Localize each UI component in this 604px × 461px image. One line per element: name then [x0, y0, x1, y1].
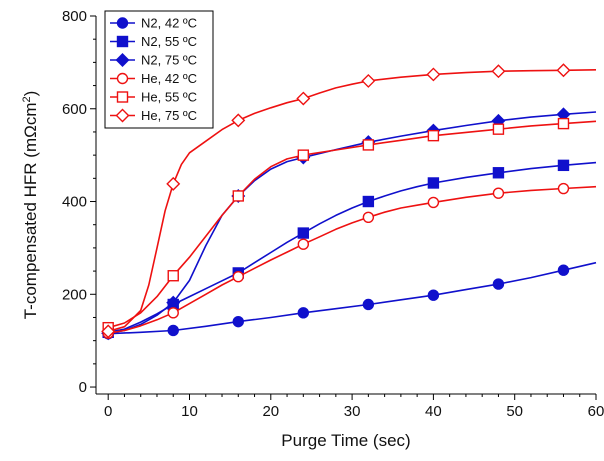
data-point: [362, 298, 375, 311]
legend-marker: [115, 108, 130, 123]
data-point: [297, 149, 310, 161]
legend-item: He, 55 ºC: [110, 90, 197, 105]
legend-item: He, 42 ºC: [110, 71, 197, 86]
y-tick-label: 200: [62, 286, 87, 303]
series-line: [107, 120, 597, 329]
data-point: [167, 324, 179, 337]
x-tick-label: 30: [344, 403, 361, 420]
legend-marker: [116, 35, 129, 48]
data-point: [557, 117, 570, 130]
data-point: [427, 196, 440, 209]
x-tick-label: 50: [506, 403, 523, 420]
y-tick-label: 0: [79, 379, 87, 396]
legend-label: He, 55 ºC: [141, 90, 197, 105]
data-point: [167, 307, 179, 319]
data-point: [101, 324, 116, 339]
data-point: [231, 113, 246, 128]
legend-label: N2, 55 ºC: [141, 34, 197, 49]
data-point: [362, 211, 375, 223]
legend-marker: [116, 72, 129, 85]
series-line: [108, 111, 597, 334]
data-point: [297, 227, 310, 239]
data-point: [296, 91, 311, 106]
legend-label: He, 42 ºC: [141, 71, 197, 86]
y-tick-label: 600: [62, 101, 87, 118]
data-point: [427, 289, 440, 301]
data-point: [557, 159, 570, 172]
y-axis-title-sup: 2: [21, 96, 33, 102]
data-point: [426, 67, 441, 82]
data-point: [427, 129, 440, 142]
data-point: [362, 139, 375, 151]
data-point: [167, 270, 179, 282]
data-point: [492, 123, 505, 135]
legend-label: He, 75 ºC: [141, 108, 197, 123]
y-axis-title-close: ): [21, 91, 40, 97]
y-axis-title-main: T-compensated HFR (mΩcm: [21, 103, 40, 320]
x-tick-label: 0: [104, 403, 112, 420]
data-point: [491, 64, 506, 79]
data-point: [557, 182, 570, 195]
data-point: [232, 315, 244, 328]
x-tick-label: 40: [425, 403, 442, 420]
data-point: [492, 187, 505, 199]
legend: N2, 42 ºC N2, 55 ºC N2, 75 ºC He, 42 ºC He, …: [104, 10, 214, 129]
x-tick-label: 60: [588, 403, 604, 420]
series-4: [102, 117, 597, 334]
data-point: [232, 270, 244, 283]
legend-marker: [116, 17, 129, 29]
data-point: [297, 307, 310, 319]
y-axis-title: T-compensated HFR (mΩcm2): [21, 91, 40, 320]
x-tick-label: 20: [262, 403, 279, 420]
legend-label: N2, 42 ºC: [141, 16, 197, 31]
legend-marker: [116, 91, 129, 103]
series-line: [107, 69, 597, 333]
y-tick-label: 400: [62, 194, 87, 211]
x-tick-label: 10: [181, 403, 198, 420]
legend-item: He, 75 ºC: [110, 108, 197, 123]
legend-box: [104, 10, 214, 129]
data-point: [556, 63, 571, 78]
series-5: [101, 63, 597, 339]
data-point: [492, 278, 505, 290]
series-layer: [101, 63, 597, 341]
series-line: [108, 261, 597, 335]
legend-item: N2, 42 ºC: [110, 16, 197, 31]
x-axis-title: Purge Time (sec): [281, 431, 410, 450]
legend-marker: [115, 53, 130, 67]
data-point: [492, 167, 505, 179]
legend-label: N2, 75 ºC: [141, 53, 197, 68]
series-3: [102, 182, 597, 339]
legend-item: N2, 75 ºC: [110, 53, 197, 68]
data-point: [362, 195, 375, 208]
data-point: [232, 190, 244, 202]
legend-item: N2, 55 ºC: [110, 34, 197, 49]
data-point: [427, 177, 440, 189]
data-point: [557, 264, 570, 276]
y-tick-label: 800: [62, 8, 87, 25]
data-point: [297, 238, 310, 250]
data-point: [166, 176, 181, 191]
data-point: [361, 73, 376, 88]
